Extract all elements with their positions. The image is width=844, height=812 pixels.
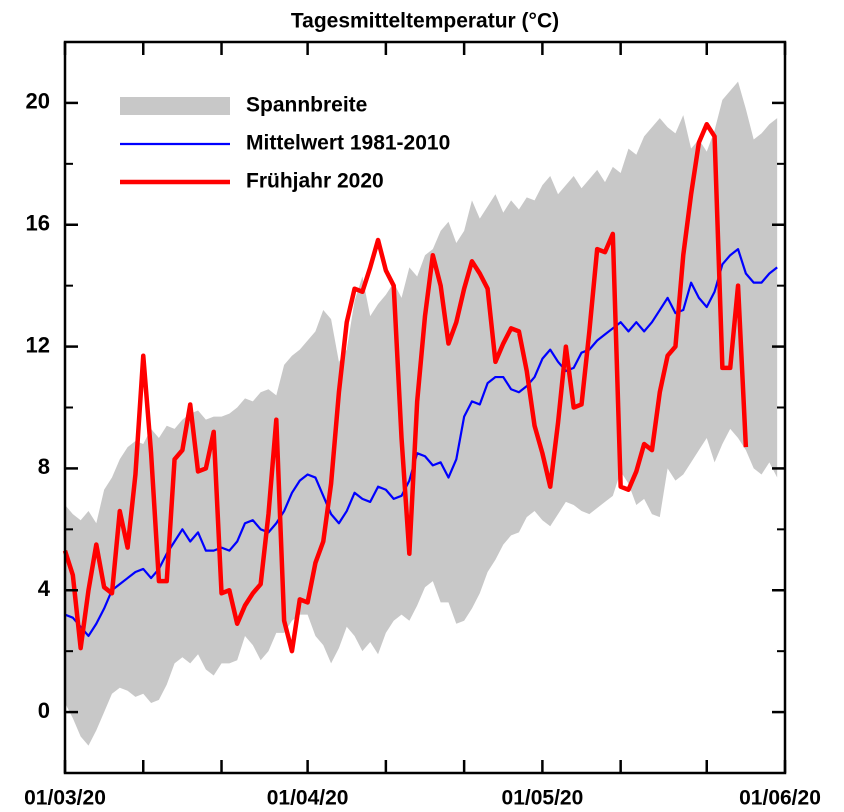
y-tick-label: 20	[26, 89, 50, 114]
legend: Spannbreite Mittelwert 1981-2010 Frühjahr …	[120, 94, 450, 193]
x-tick-label: 01/04/20	[267, 787, 349, 810]
legend-label: Frühjahr 2020	[246, 170, 384, 193]
x-tick-label: 01/05/20	[502, 787, 584, 810]
legend-label: Mittelwert 1981-2010	[246, 132, 450, 155]
legend-swatch	[120, 97, 230, 115]
x-tick-label: 01/06/20	[739, 787, 821, 810]
chart-title: Tagesmitteltemperatur (°C)	[291, 10, 559, 33]
line-series	[62, 121, 749, 654]
y-tick-label: 8	[38, 454, 50, 479]
line-series	[64, 248, 778, 638]
legend-label: Spannbreite	[246, 94, 367, 117]
y-tick-label: 12	[26, 332, 50, 357]
x-tick-label: 01/03/20	[24, 787, 106, 810]
y-tick-label: 16	[26, 211, 50, 236]
y-tick-label: 4	[38, 576, 51, 601]
y-tick-label: 0	[38, 698, 50, 723]
